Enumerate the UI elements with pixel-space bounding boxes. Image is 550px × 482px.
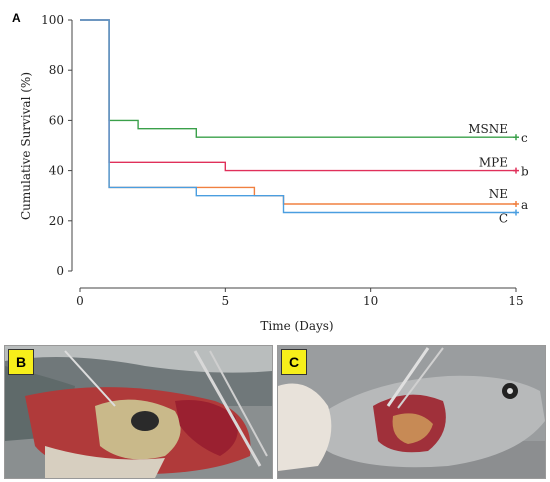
survival-chart: A 0 5 10 15 0 20 40 60 80 100 MSNE c MPE b NE aC Time … [12, 11, 529, 333]
series-line-msne [80, 19, 516, 138]
y-tick-label: 100 [41, 13, 64, 27]
x-tick-label: 5 [222, 294, 230, 308]
fish-dissection-photo-c [278, 346, 545, 478]
series-labels: MSNE c MPE b NE aC [468, 122, 529, 225]
series-line-c [80, 19, 516, 214]
series-line-mpe [80, 19, 516, 172]
series-name-label: NE [489, 187, 508, 201]
significance-label: a [521, 198, 528, 212]
panel-label-b: B [8, 349, 34, 375]
series-name-label: MPE [479, 156, 508, 170]
y-tick-label: 80 [49, 63, 64, 77]
series-line-ne [80, 19, 516, 205]
x-tick-label: 10 [363, 294, 378, 308]
y-tick-label: 60 [49, 113, 64, 127]
y-tick-label: 20 [49, 214, 64, 228]
photo-panel-b: B [4, 345, 273, 479]
axes: 0 5 10 15 0 20 40 60 80 100 [41, 13, 524, 308]
significance-label: c [521, 131, 528, 145]
series-lines [80, 19, 519, 216]
photo-panel-c: C [277, 345, 546, 479]
series-name-label: C [499, 212, 508, 226]
y-axis-label: Cumulative Survival (%) [19, 72, 33, 220]
y-tick-label: 40 [49, 164, 64, 178]
fish-dissection-photo-b [5, 346, 272, 478]
panel-label-c: C [281, 349, 307, 375]
significance-label: b [521, 165, 529, 179]
y-tick-label: 0 [56, 264, 64, 278]
x-tick-label: 15 [508, 294, 523, 308]
panel-label-a: A [12, 11, 21, 25]
x-axis-label: Time (Days) [260, 319, 333, 333]
series-name-label: MSNE [468, 122, 508, 136]
x-tick-label: 0 [76, 294, 84, 308]
